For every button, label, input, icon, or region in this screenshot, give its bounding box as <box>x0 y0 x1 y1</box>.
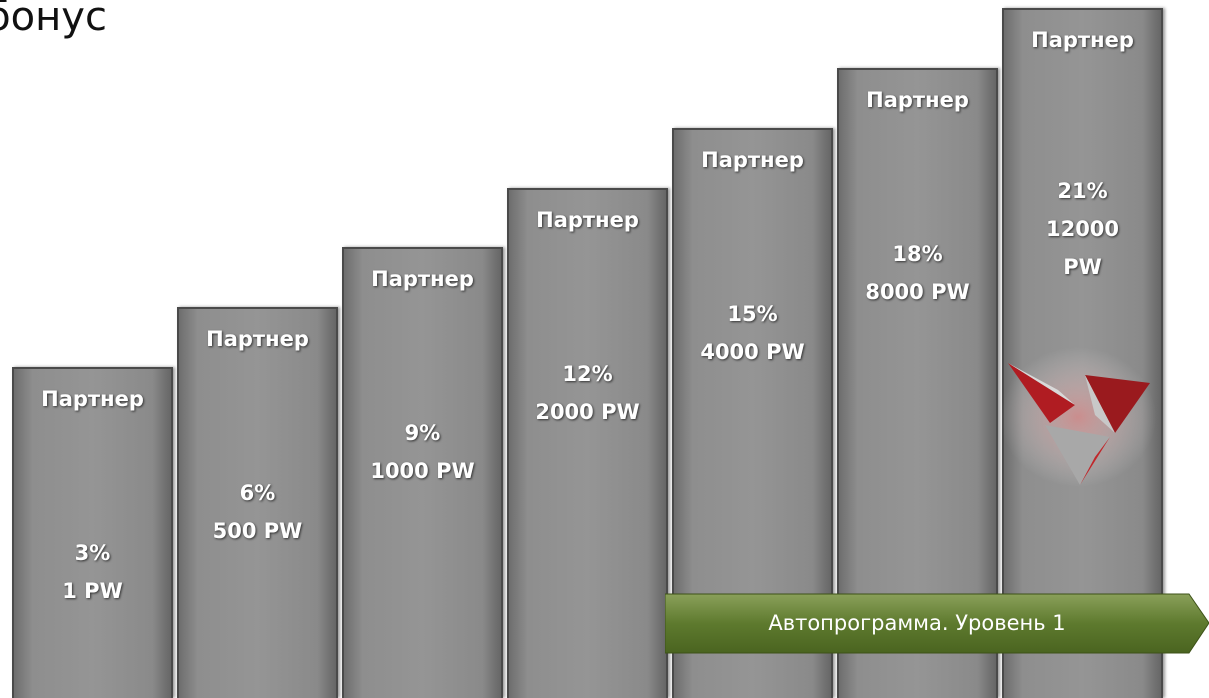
step-values: 15% 4000 PW <box>678 295 828 371</box>
step-label: Партнер <box>866 88 969 112</box>
step-column: Партнер 9% 1000 PW <box>342 247 503 698</box>
step-amount: 2000 PW <box>535 399 640 424</box>
logo <box>1000 347 1156 487</box>
banner-text-box: Автопрограмма. Уровень 1 <box>665 592 1209 655</box>
step-label: Партнер <box>701 147 804 172</box>
step-column: Партнер 18% 8000 PW <box>837 68 998 698</box>
step-amount: 500 PW <box>212 519 303 544</box>
step-label: Партнер <box>206 327 309 352</box>
banner-text: Автопрограмма. Уровень 1 <box>768 611 1066 635</box>
step-amount: 1000 PW <box>370 459 475 484</box>
step-column: Партнер 12% 2000 PW <box>507 187 668 698</box>
step-column: Партнер 6% 500 PW <box>177 307 338 698</box>
step-percent: 15% <box>727 301 778 326</box>
step-percent: 3% <box>74 541 111 565</box>
step-amount: 1 PW <box>62 579 123 603</box>
title: бонус <box>0 0 107 40</box>
step-percent: 9% <box>404 421 441 446</box>
step-values: 9% 1000 PW <box>348 414 498 490</box>
step-values: 18% 8000 PW <box>843 235 993 311</box>
step-percent: 6% <box>239 481 276 506</box>
step-amount: 4000 PW <box>700 339 805 364</box>
step-amount: 12000 PW <box>1045 217 1120 280</box>
step-values: 3% 1 PW <box>18 534 168 610</box>
step-label: Партнер <box>371 267 474 292</box>
step-label: Партнер <box>41 387 144 411</box>
step-label: Партнер <box>1031 28 1134 53</box>
step-percent: 21% <box>1057 179 1108 204</box>
step-label: Партнер <box>536 207 639 232</box>
step-values: 21% 12000 PW <box>1038 172 1128 286</box>
step-column: Партнер 3% 1 PW <box>12 367 173 698</box>
step-percent: 18% <box>892 242 943 266</box>
step-values: 6% 500 PW <box>183 474 333 550</box>
step-percent: 12% <box>562 361 613 386</box>
step-values: 12% 2000 PW <box>513 355 663 431</box>
step-amount: 8000 PW <box>865 280 970 304</box>
banner <box>665 593 1209 654</box>
